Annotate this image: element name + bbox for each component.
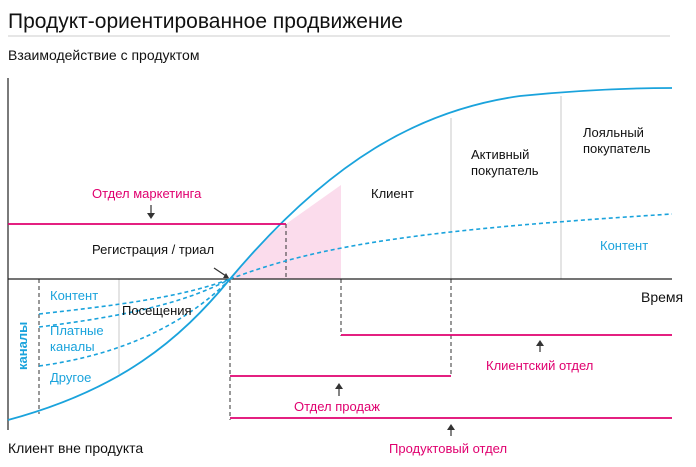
label-content-top: Контент xyxy=(600,238,648,253)
label-channel-other: Другое xyxy=(50,370,91,385)
label-loyal-line2: покупатель xyxy=(583,141,651,156)
label-customer-dept: Клиентский отдел xyxy=(486,358,593,373)
label-registration: Регистрация / триал xyxy=(92,242,214,257)
arrow-product-up-icon xyxy=(447,424,455,436)
label-client: Клиент xyxy=(371,186,414,201)
y-axis-label: Взаимодействие с продуктом xyxy=(8,47,199,63)
label-active-line2: покупатель xyxy=(471,163,539,178)
curve-paid-channel xyxy=(38,278,231,328)
label-marketing-dept: Отдел маркетинга xyxy=(92,186,202,201)
arrow-sales-up-icon xyxy=(335,383,343,396)
label-channel-content: Контент xyxy=(50,288,98,303)
curve-content-dashed xyxy=(229,213,673,280)
label-product-dept: Продуктовый отдел xyxy=(389,441,507,456)
arrow-customer-up-icon xyxy=(536,340,544,352)
curve-other-channel xyxy=(38,278,231,367)
label-channel-paid-line1: Платные xyxy=(50,323,104,338)
label-channel-paid-line2: каналы xyxy=(50,339,95,354)
arrow-marketing-down-icon xyxy=(147,205,155,219)
bottom-axis-label: Клиент вне продукта xyxy=(8,440,143,456)
label-visits: Посещения xyxy=(122,303,192,318)
x-axis-label: Время xyxy=(641,289,683,305)
label-sales-dept: Отдел продаж xyxy=(294,399,380,414)
label-channels-vertical: каналы xyxy=(15,322,30,370)
arrow-trial-icon xyxy=(213,267,229,278)
diagram-title: Продукт-ориентированное продвижение xyxy=(8,10,403,33)
label-active-line1: Активный xyxy=(471,147,529,162)
main-engagement-curve xyxy=(7,87,673,421)
label-loyal-line1: Лояльный xyxy=(583,125,644,140)
